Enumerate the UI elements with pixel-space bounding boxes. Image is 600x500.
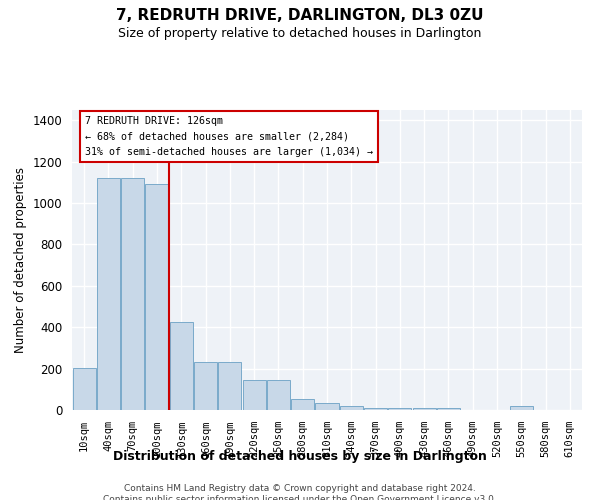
Text: Size of property relative to detached houses in Darlington: Size of property relative to detached ho…	[118, 28, 482, 40]
Bar	[340, 406, 363, 410]
Bar	[194, 362, 217, 410]
Bar	[291, 398, 314, 410]
Text: Contains HM Land Registry data © Crown copyright and database right 2024.: Contains HM Land Registry data © Crown c…	[124, 484, 476, 493]
Bar	[145, 184, 169, 410]
Bar	[316, 403, 338, 410]
Y-axis label: Number of detached properties: Number of detached properties	[14, 167, 27, 353]
Text: Contains public sector information licensed under the Open Government Licence v3: Contains public sector information licen…	[103, 495, 497, 500]
Bar	[218, 362, 241, 410]
Bar	[97, 178, 120, 410]
Bar	[437, 408, 460, 410]
Bar	[73, 368, 95, 410]
Bar	[413, 408, 436, 410]
Text: 7 REDRUTH DRIVE: 126sqm
← 68% of detached houses are smaller (2,284)
31% of semi: 7 REDRUTH DRIVE: 126sqm ← 68% of detache…	[85, 116, 373, 158]
Bar	[242, 380, 266, 410]
Bar	[267, 380, 290, 410]
Bar	[170, 322, 193, 410]
Bar	[510, 406, 533, 410]
Text: 7, REDRUTH DRIVE, DARLINGTON, DL3 0ZU: 7, REDRUTH DRIVE, DARLINGTON, DL3 0ZU	[116, 8, 484, 22]
Bar	[364, 408, 387, 410]
Bar	[121, 178, 144, 410]
Text: Distribution of detached houses by size in Darlington: Distribution of detached houses by size …	[113, 450, 487, 463]
Bar	[388, 408, 412, 410]
